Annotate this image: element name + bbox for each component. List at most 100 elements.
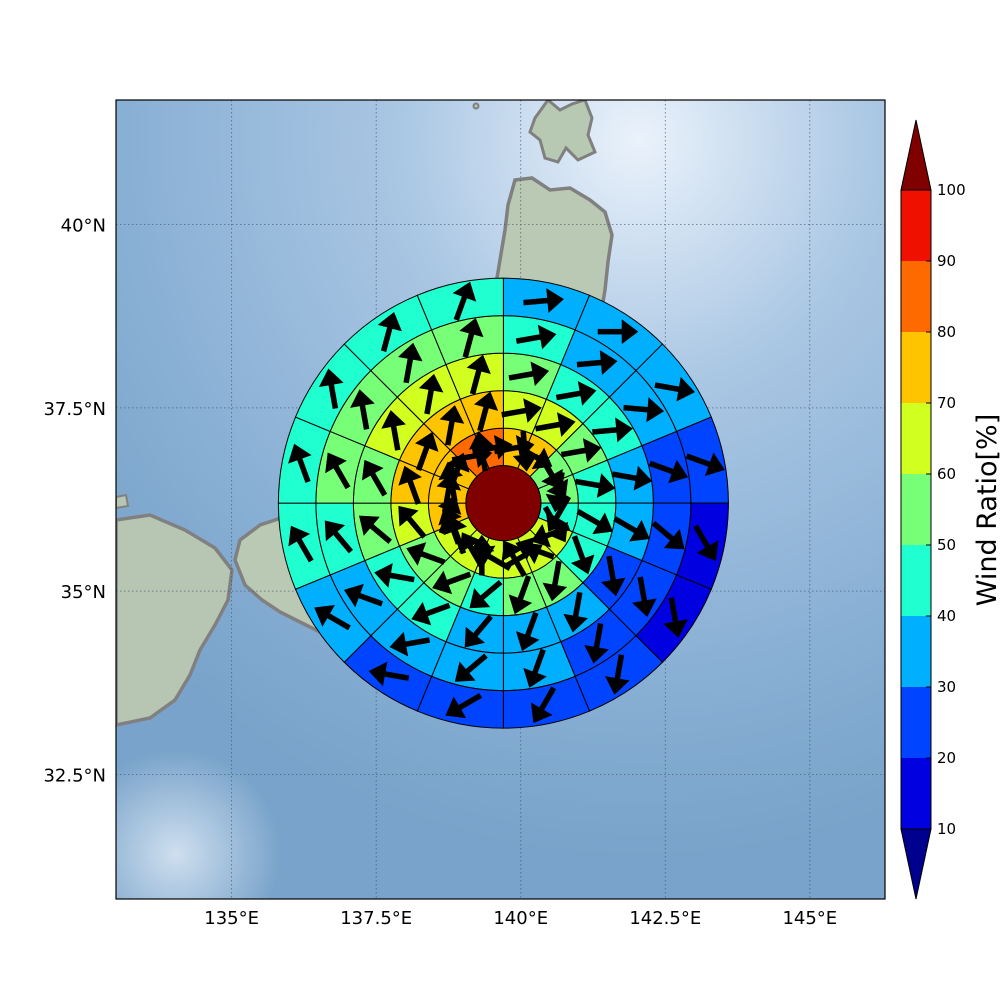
wind-arrow-ring4-15 — [418, 373, 444, 415]
colorbar-tick-label: 40 — [937, 607, 956, 625]
wind-arrow-ring3-16 — [473, 391, 499, 432]
wind-arrow-ring3-5 — [576, 508, 614, 535]
wind-arrow-ring4-3-shape — [592, 417, 633, 443]
wind-arrow-ring4-5-shape — [613, 516, 650, 542]
wind-arrow-ring5-6 — [632, 576, 657, 618]
wind-arrow-ring4-9-shape — [464, 614, 493, 648]
wind-arrow-ring3-12 — [398, 505, 427, 539]
wind-arrow-ring5-13 — [325, 452, 351, 490]
wind-arrow-ring6-7 — [605, 654, 630, 695]
colorbar-under-arrow — [900, 828, 932, 900]
wind-arrow-ring5-8 — [523, 648, 547, 688]
wind-arrow-ring6-7-shape — [605, 654, 630, 695]
wind-arrow-ring3-9 — [469, 579, 503, 609]
wind-arrow-ring6-11 — [314, 605, 351, 631]
colorbar-bin-80 — [901, 261, 931, 332]
wind-arrow-ring6-6-shape — [663, 597, 688, 638]
y-axis-ticks: 32.5°N 35°N 37.5°N 40°N — [43, 216, 106, 787]
wind-arrow-ring4-1-shape — [508, 361, 550, 387]
wind-arrow-ring6-13 — [288, 443, 312, 483]
wind-sectors — [277, 277, 729, 729]
wind-arrow-ring2-11 — [443, 515, 468, 555]
wind-arrow-ring5-15 — [397, 342, 423, 384]
wind-arrow-ring4-6-shape — [600, 555, 626, 597]
wind-arrow-ring3-14 — [414, 431, 439, 472]
wind-arrow-ring4-14 — [381, 410, 406, 451]
wind-arrow-ring4-10-shape — [411, 601, 451, 626]
wind-arrow-ring6-12 — [288, 525, 314, 563]
wind-arrow-ring6-3 — [654, 376, 695, 402]
wind-arrow-ring6-4-shape — [685, 452, 725, 476]
wind-arrow-ring2-3 — [537, 453, 563, 490]
wind-arrow-ring2-9 — [474, 545, 512, 571]
colorbar-tick-label: 50 — [937, 536, 956, 554]
wind-arrow-ring5-16-shape — [459, 317, 484, 358]
wind-arrow-ring4-3 — [592, 417, 633, 443]
wind-arrow-ring6-16 — [452, 281, 477, 321]
wind-arrow-ring4-15-shape — [418, 373, 444, 415]
wind-arrow-ring4-2 — [555, 381, 597, 406]
wind-arrow-ring5-13-shape — [325, 452, 351, 490]
colorbar-bin-70 — [901, 332, 931, 403]
wind-arrow-ring4-10 — [411, 601, 451, 626]
wind-arrow-ring5-12 — [324, 520, 354, 554]
wind-arrow-ring6-6 — [663, 597, 688, 638]
wind-arrow-ring4-8-shape — [515, 611, 540, 652]
wind-arrow-ring4-2-shape — [555, 381, 597, 406]
wind-arrow-ring5-10 — [389, 631, 431, 657]
wind-arrow-ring3-2-shape — [535, 412, 576, 437]
wind-arrow-ring5-15-shape — [397, 342, 423, 384]
map-frame — [115, 99, 886, 900]
colorbar-bin-90 — [901, 190, 931, 261]
x-tick-label: 137.5°E — [340, 908, 412, 929]
wind-arrow-ring3-13 — [398, 465, 422, 505]
wind-arrow-ring4-7 — [563, 591, 588, 633]
y-tick-label: 37.5°N — [43, 399, 106, 420]
y-tick-label: 32.5°N — [43, 765, 106, 786]
wind-arrow-ring6-8-shape — [530, 686, 557, 724]
colorbar-tick-label: 30 — [937, 678, 956, 696]
x-tick-label: 145°E — [782, 908, 837, 929]
colorbar-bin-10 — [901, 758, 931, 829]
land-hokkaido — [528, 100, 597, 164]
wind-arrow-ring2-8 — [501, 540, 527, 578]
wind-arrow-ring3-8 — [508, 575, 533, 615]
wind-arrow-ring3-1-shape — [501, 398, 542, 423]
wind-arrow-ring5-16 — [459, 317, 484, 358]
wind-arrow-ring3-11-shape — [406, 542, 446, 566]
wind-arrow-ring2-6-shape — [530, 523, 571, 548]
colorbar-tick-label: 90 — [937, 252, 956, 270]
wind-arrow-ring6-5-shape — [693, 524, 719, 562]
x-tick-label: 135°E — [204, 908, 259, 929]
wind-arrow-ring2-7-shape — [515, 536, 555, 561]
wind-arrow-ring2-10 — [459, 532, 485, 569]
colorbar-bin-60 — [901, 403, 931, 474]
wind-arrow-ring6-4 — [685, 452, 725, 476]
wind-arrow-ring6-9-shape — [445, 692, 483, 719]
wind-arrow-ring6-9 — [445, 692, 483, 719]
land-izu-3 — [472, 102, 480, 110]
wind-arrow-ring6-3-shape — [654, 376, 695, 402]
wind-arrow-ring5-7 — [584, 623, 609, 664]
wind-arrow-ring6-1 — [523, 288, 564, 314]
colorbar-tick-label: 10 — [937, 820, 956, 838]
wind-arrow-ring3-15-shape — [439, 405, 465, 446]
center-disc — [465, 465, 542, 542]
wind-arrow-ring6-10 — [368, 661, 410, 687]
wind-arrow-ring3-1 — [501, 398, 542, 423]
wind-arrow-ring4-12 — [359, 515, 392, 544]
wind-arrow-ring2-10-shape — [459, 532, 485, 569]
wind-arrow-ring2-14 — [446, 452, 470, 492]
colorbar-tick-label: 70 — [937, 394, 956, 412]
wind-arrow-ring2-16-shape — [471, 435, 513, 460]
wind-arrow-ring6-15 — [377, 311, 402, 352]
wind-arrow-ring3-7-shape — [542, 560, 568, 602]
wind-arrow-ring5-14-shape — [350, 389, 375, 430]
wind-arrow-ring4-6 — [600, 555, 626, 597]
wind-arrow-ring3-8-shape — [508, 575, 533, 615]
wind-arrow-ring3-10-shape — [432, 570, 472, 595]
wind-arrow-ring5-1 — [515, 324, 557, 350]
wind-arrow-ring2-14-shape — [446, 452, 470, 492]
wind-arrow-ring5-2 — [576, 350, 618, 375]
